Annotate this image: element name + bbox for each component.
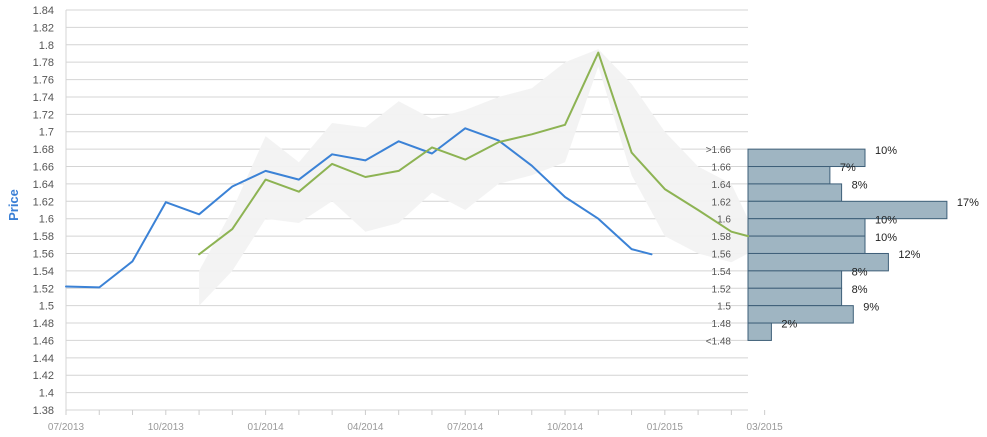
dist-pct-label: 8% (852, 267, 868, 279)
dist-pct-label: 9% (863, 301, 879, 313)
dist-bar (747, 235, 866, 254)
x-tick-label: 07/2014 (447, 422, 484, 433)
y-tick-label: 1.8 (39, 40, 54, 52)
dist-pct-label: 12% (898, 249, 920, 261)
dist-pct-label: 10% (875, 214, 897, 226)
dist-bin-label: <1.48 (706, 336, 732, 347)
dist-bin-label: 1.52 (712, 284, 732, 295)
dist-bin-label: 1.56 (712, 249, 732, 260)
y-tick-label: 1.76 (33, 75, 54, 87)
dist-bin-label: 1.6 (717, 215, 731, 226)
dist-bin-label: 1.58 (712, 232, 732, 243)
y-tick-label: 1.46 (33, 335, 54, 347)
dist-bar (747, 305, 854, 324)
series-line-2 (198, 51, 749, 256)
y-tick-label: 1.5 (39, 301, 54, 313)
y-tick-label: 1.62 (33, 196, 54, 208)
y-tick-label: 1.82 (33, 22, 54, 34)
dist-pct-label: 7% (840, 162, 856, 174)
y-tick-label: 1.52 (33, 283, 54, 295)
y-tick-label: 1.7 (39, 127, 54, 139)
dist-pct-label: 10% (875, 232, 897, 244)
dist-pct-label: 17% (957, 197, 979, 209)
dist-bar (747, 166, 831, 185)
dist-bar (747, 218, 866, 237)
y-tick-label: 1.54 (33, 266, 54, 278)
y-axis-ticks: 1.38 1.4 1.42 1.44 1.46 1.48 1.5 1.52 1.54 1.56 1.… (33, 5, 54, 417)
y-tick-label: 1.64 (33, 179, 54, 191)
y-tick-label: 1.4 (39, 388, 54, 400)
y-tick-label: 1.58 (33, 231, 54, 243)
y-tick-label: 1.44 (33, 353, 54, 365)
y-tick-label: 1.42 (33, 370, 54, 382)
dist-bin-label: 1.66 (712, 163, 732, 174)
y-tick-label: 1.6 (39, 214, 54, 226)
dist-bin-label: 1.62 (712, 197, 732, 208)
y-tick-label: 1.74 (33, 92, 54, 104)
series-lines (65, 51, 749, 289)
dist-bar (747, 200, 948, 220)
x-tick-label: 04/2014 (347, 422, 384, 433)
dist-pct-label: 10% (875, 145, 897, 157)
x-tick-label: 01/2015 (647, 422, 684, 433)
x-axis-ticks: 07/2013 10/2013 01/2014 04/2014 07/2014 10/20… (48, 410, 783, 433)
y-tick-label: 1.68 (33, 144, 54, 156)
dist-bin-label: >1.66 (706, 145, 732, 156)
x-tick-label: 10/2013 (148, 422, 185, 433)
dist-bar (747, 183, 843, 202)
x-tick-label: 07/2013 (48, 422, 85, 433)
y-tick-label: 1.66 (33, 162, 54, 174)
y-tick-label: 1.78 (33, 57, 54, 69)
y-tick-label: 1.56 (33, 248, 54, 260)
y-tick-label: 1.72 (33, 109, 54, 121)
dist-bar (747, 322, 772, 341)
dist-pct-label: 8% (852, 180, 868, 192)
y-tick-label: 1.84 (33, 5, 54, 17)
confidence-band (199, 49, 749, 306)
distribution-histogram: 10%>1.667%1.668%1.6417%1.6210%1.610%1.58… (706, 145, 979, 348)
dist-bin-label: 1.48 (712, 319, 732, 330)
x-tick-label: 01/2014 (248, 422, 285, 433)
dist-bin-label: 1.54 (712, 267, 732, 278)
series-line-1 (65, 127, 653, 289)
y-tick-label: 1.48 (33, 318, 54, 330)
x-tick-label: 03/2015 (747, 422, 784, 433)
y-tick-label: 1.38 (33, 405, 54, 417)
band-area (199, 49, 749, 306)
dist-pct-label: 2% (781, 319, 797, 331)
dist-bar (747, 270, 843, 289)
y-axis-label: Price (6, 189, 21, 221)
x-tick-label: 10/2014 (547, 422, 584, 433)
dist-bar (747, 287, 843, 307)
dist-bin-label: 1.5 (717, 302, 731, 313)
dist-bin-label: 1.64 (712, 180, 732, 191)
dist-pct-label: 8% (852, 284, 868, 296)
